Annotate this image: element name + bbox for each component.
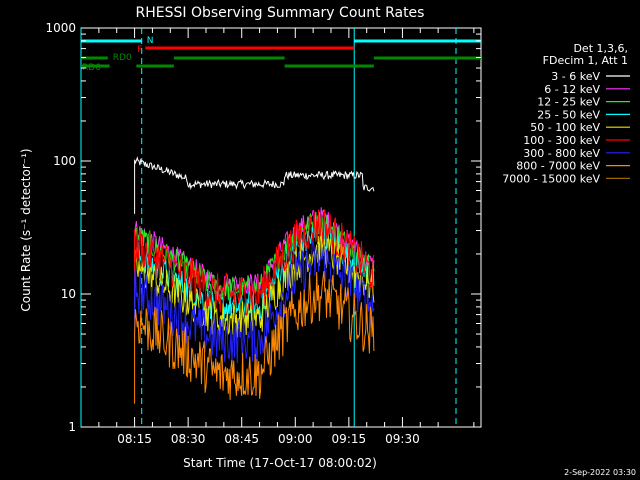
series-line: [134, 156, 375, 214]
legend-entry-label: 7000 - 15000 keV: [502, 172, 600, 185]
y-tick-label: 100: [53, 154, 76, 168]
legend-entry-label: 300 - 800 keV: [523, 147, 600, 160]
chart-title: RHESSI Observing Summary Count Rates: [136, 5, 425, 21]
y-tick-label: 1000: [45, 21, 76, 35]
y-tick-label: 1: [68, 420, 76, 434]
x-tick-label: 09:30: [385, 432, 420, 446]
x-tick-label: 08:15: [117, 432, 152, 446]
x-tick-label: 09:00: [278, 432, 313, 446]
flag-label: F: [137, 45, 142, 55]
legend-entry-label: 3 - 6 keV: [551, 70, 600, 83]
x-axis-ticks: 08:15 08:30 08:45 09:00 09:15 09:30: [98, 28, 475, 446]
x-tick-label: 08:45: [224, 432, 259, 446]
legend-entry-label: 25 - 50 keV: [537, 108, 600, 121]
footer-timestamp: 2-Sep-2022 03:30: [564, 468, 636, 477]
legend-entry-label: 12 - 25 keV: [537, 96, 600, 109]
series-line: [134, 209, 375, 316]
legend-header-line: FDecim 1, Att 1: [543, 54, 628, 67]
legend-entry-label: 100 - 300 keV: [523, 134, 600, 147]
y-tick-label: 10: [61, 287, 76, 301]
legend-entry-label: 50 - 100 keV: [530, 121, 600, 134]
flag-bars: NF RD0 RD6: [81, 36, 481, 73]
flag-label: RD0: [113, 53, 132, 63]
y-axis-label: Count Rate (s⁻¹ detector⁻¹): [19, 148, 33, 311]
series-lines: [134, 156, 375, 404]
x-tick-label: 09:15: [332, 432, 367, 446]
x-axis-label: Start Time (17-Oct-17 08:00:02): [183, 456, 377, 470]
flag-label: RD6: [82, 63, 101, 73]
plot-frame: [80, 27, 482, 428]
flag-label: N: [147, 36, 154, 46]
vertical-markers: [80, 28, 457, 427]
series-line: [134, 241, 375, 364]
x-tick-label: 08:30: [171, 432, 206, 446]
y-axis-ticks: 1 10 100 1000: [45, 21, 481, 434]
series-line: [134, 270, 375, 404]
legend-header-line: Det 1,3,6,: [573, 42, 628, 55]
legend-entry-label: 6 - 12 keV: [544, 83, 600, 96]
legend-entry-label: 800 - 7000 keV: [516, 160, 600, 173]
